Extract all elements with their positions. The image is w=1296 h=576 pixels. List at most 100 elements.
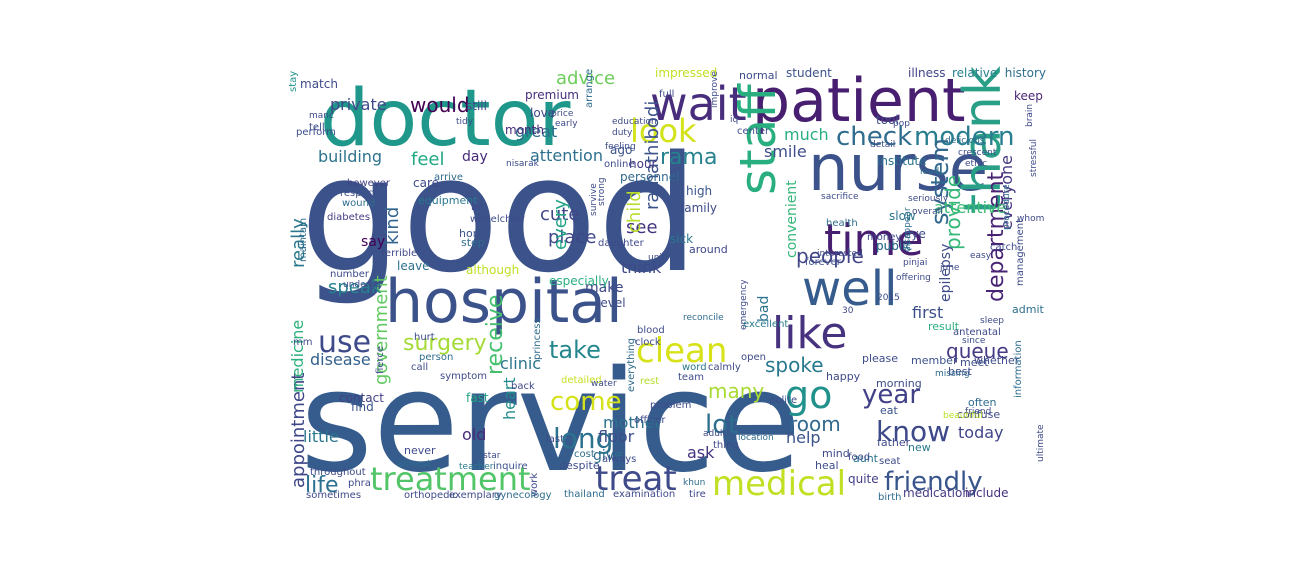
word-treat: treat — [595, 459, 677, 499]
word-diabetes: diabetes — [327, 212, 370, 223]
word-help: help — [786, 428, 821, 447]
word-arrive: arrive — [434, 172, 463, 183]
word-love: love — [530, 106, 555, 120]
word-phra: phra — [348, 478, 371, 489]
word-rama: rama — [660, 145, 717, 170]
word-orthopedic: orthopedic — [404, 490, 458, 501]
word-procedure: procedure — [1002, 184, 1012, 230]
word-mind: mind — [822, 447, 850, 460]
word-maintain: maintain — [298, 218, 309, 262]
word-public: public — [876, 239, 912, 253]
word-hospital: hospital — [385, 267, 623, 337]
word-say: say — [361, 234, 385, 250]
word-daughter: daughter — [598, 238, 645, 249]
word-nisarak: nisarak — [506, 159, 540, 169]
word-june: june — [939, 263, 960, 273]
word-hour: hour — [629, 157, 657, 171]
word-slow: slow — [889, 209, 916, 223]
word-seriously: seriously — [908, 194, 949, 204]
word-catch: catch — [990, 242, 1017, 253]
word-know: know — [876, 415, 950, 448]
word-always: always — [602, 454, 636, 465]
word-happy: happy — [826, 370, 861, 383]
word-hurt: hurt — [414, 332, 435, 343]
word-many: many — [708, 379, 764, 403]
word-premium: premium — [525, 88, 579, 102]
word-make: make — [585, 280, 623, 296]
word-despite: despite — [559, 459, 600, 472]
word-word: word — [682, 362, 707, 373]
word-go: go — [785, 373, 832, 417]
word-thing: thing — [713, 440, 739, 451]
word-adult: adult — [703, 429, 726, 439]
word-since: since — [962, 336, 986, 346]
word-eye: eye — [904, 227, 926, 241]
word-attention: attention — [530, 146, 603, 165]
word-would: would — [410, 93, 470, 117]
word-friendly: friendly — [884, 467, 983, 497]
word-pinjai: pinjai — [903, 258, 927, 268]
word-first: first — [912, 303, 943, 322]
word-take: take — [549, 336, 601, 364]
word-look: look — [630, 112, 697, 150]
word-center: center — [737, 126, 770, 137]
word-however: however — [347, 178, 391, 189]
word-convenient: convenient — [784, 180, 800, 258]
word-building: building — [318, 147, 382, 166]
word-father: father — [877, 436, 911, 449]
word-leave: leave — [397, 259, 430, 273]
word-impressed: impressed — [655, 66, 717, 80]
word-khun: khun — [683, 478, 705, 488]
word-call: call — [411, 362, 428, 373]
word-reconcile: reconcile — [683, 313, 724, 323]
word-full: full — [659, 89, 674, 100]
word-teacher: teacher — [459, 462, 494, 472]
word-doctor: doctor — [320, 74, 571, 164]
word-nurse: nurse — [808, 132, 988, 206]
word-relative: relative — [952, 66, 997, 80]
word-stressful: stressful — [1029, 139, 1039, 177]
word-treatment: treatment — [370, 460, 531, 498]
word-aunt: aunt — [853, 452, 879, 465]
word-forever: forever — [805, 257, 842, 268]
word-clinic: clinic — [500, 354, 541, 373]
word-location: location — [738, 433, 774, 443]
word-see: see — [626, 217, 658, 238]
word-wait: wait — [650, 77, 747, 131]
word-strong: strong — [597, 177, 607, 206]
word-sometimes: sometimes — [306, 490, 361, 501]
word-birth: birth — [878, 492, 902, 503]
word-today: today — [958, 423, 1004, 442]
word-good: good — [300, 121, 699, 308]
word-interested: interested — [817, 249, 863, 259]
word-service: service — [300, 341, 801, 504]
word-person: person — [419, 352, 453, 363]
word-throughout: throughout — [310, 467, 366, 478]
word-although: although — [466, 263, 519, 277]
word-surgery: surgery — [403, 331, 487, 356]
word-student: student — [786, 66, 832, 80]
word-floor: floor — [598, 427, 635, 446]
word-result: result — [928, 320, 960, 333]
word-member: member — [911, 354, 958, 367]
word-month: month — [505, 123, 544, 137]
word-kind: kind — [382, 207, 403, 245]
word-unit: unit — [648, 253, 666, 263]
word-medicine: medicine — [288, 320, 307, 393]
word-education: education — [612, 117, 657, 127]
word-mother: mother — [603, 413, 662, 432]
word-life: life — [305, 473, 339, 498]
word-tool: tool — [876, 113, 899, 127]
word-delicious: delicious — [945, 136, 985, 146]
word-open: open — [741, 352, 766, 363]
word-every: every — [550, 199, 571, 250]
word-health: health — [826, 218, 858, 229]
word-quite: quite — [848, 472, 879, 486]
word-stay: stay — [288, 71, 299, 92]
word-think: think — [621, 258, 662, 277]
word-speak: speak — [328, 277, 382, 298]
word-often: often — [968, 396, 996, 409]
word-price: price — [551, 109, 574, 119]
word-match: match — [300, 77, 338, 91]
word-gynecology: gynecology — [494, 490, 552, 501]
